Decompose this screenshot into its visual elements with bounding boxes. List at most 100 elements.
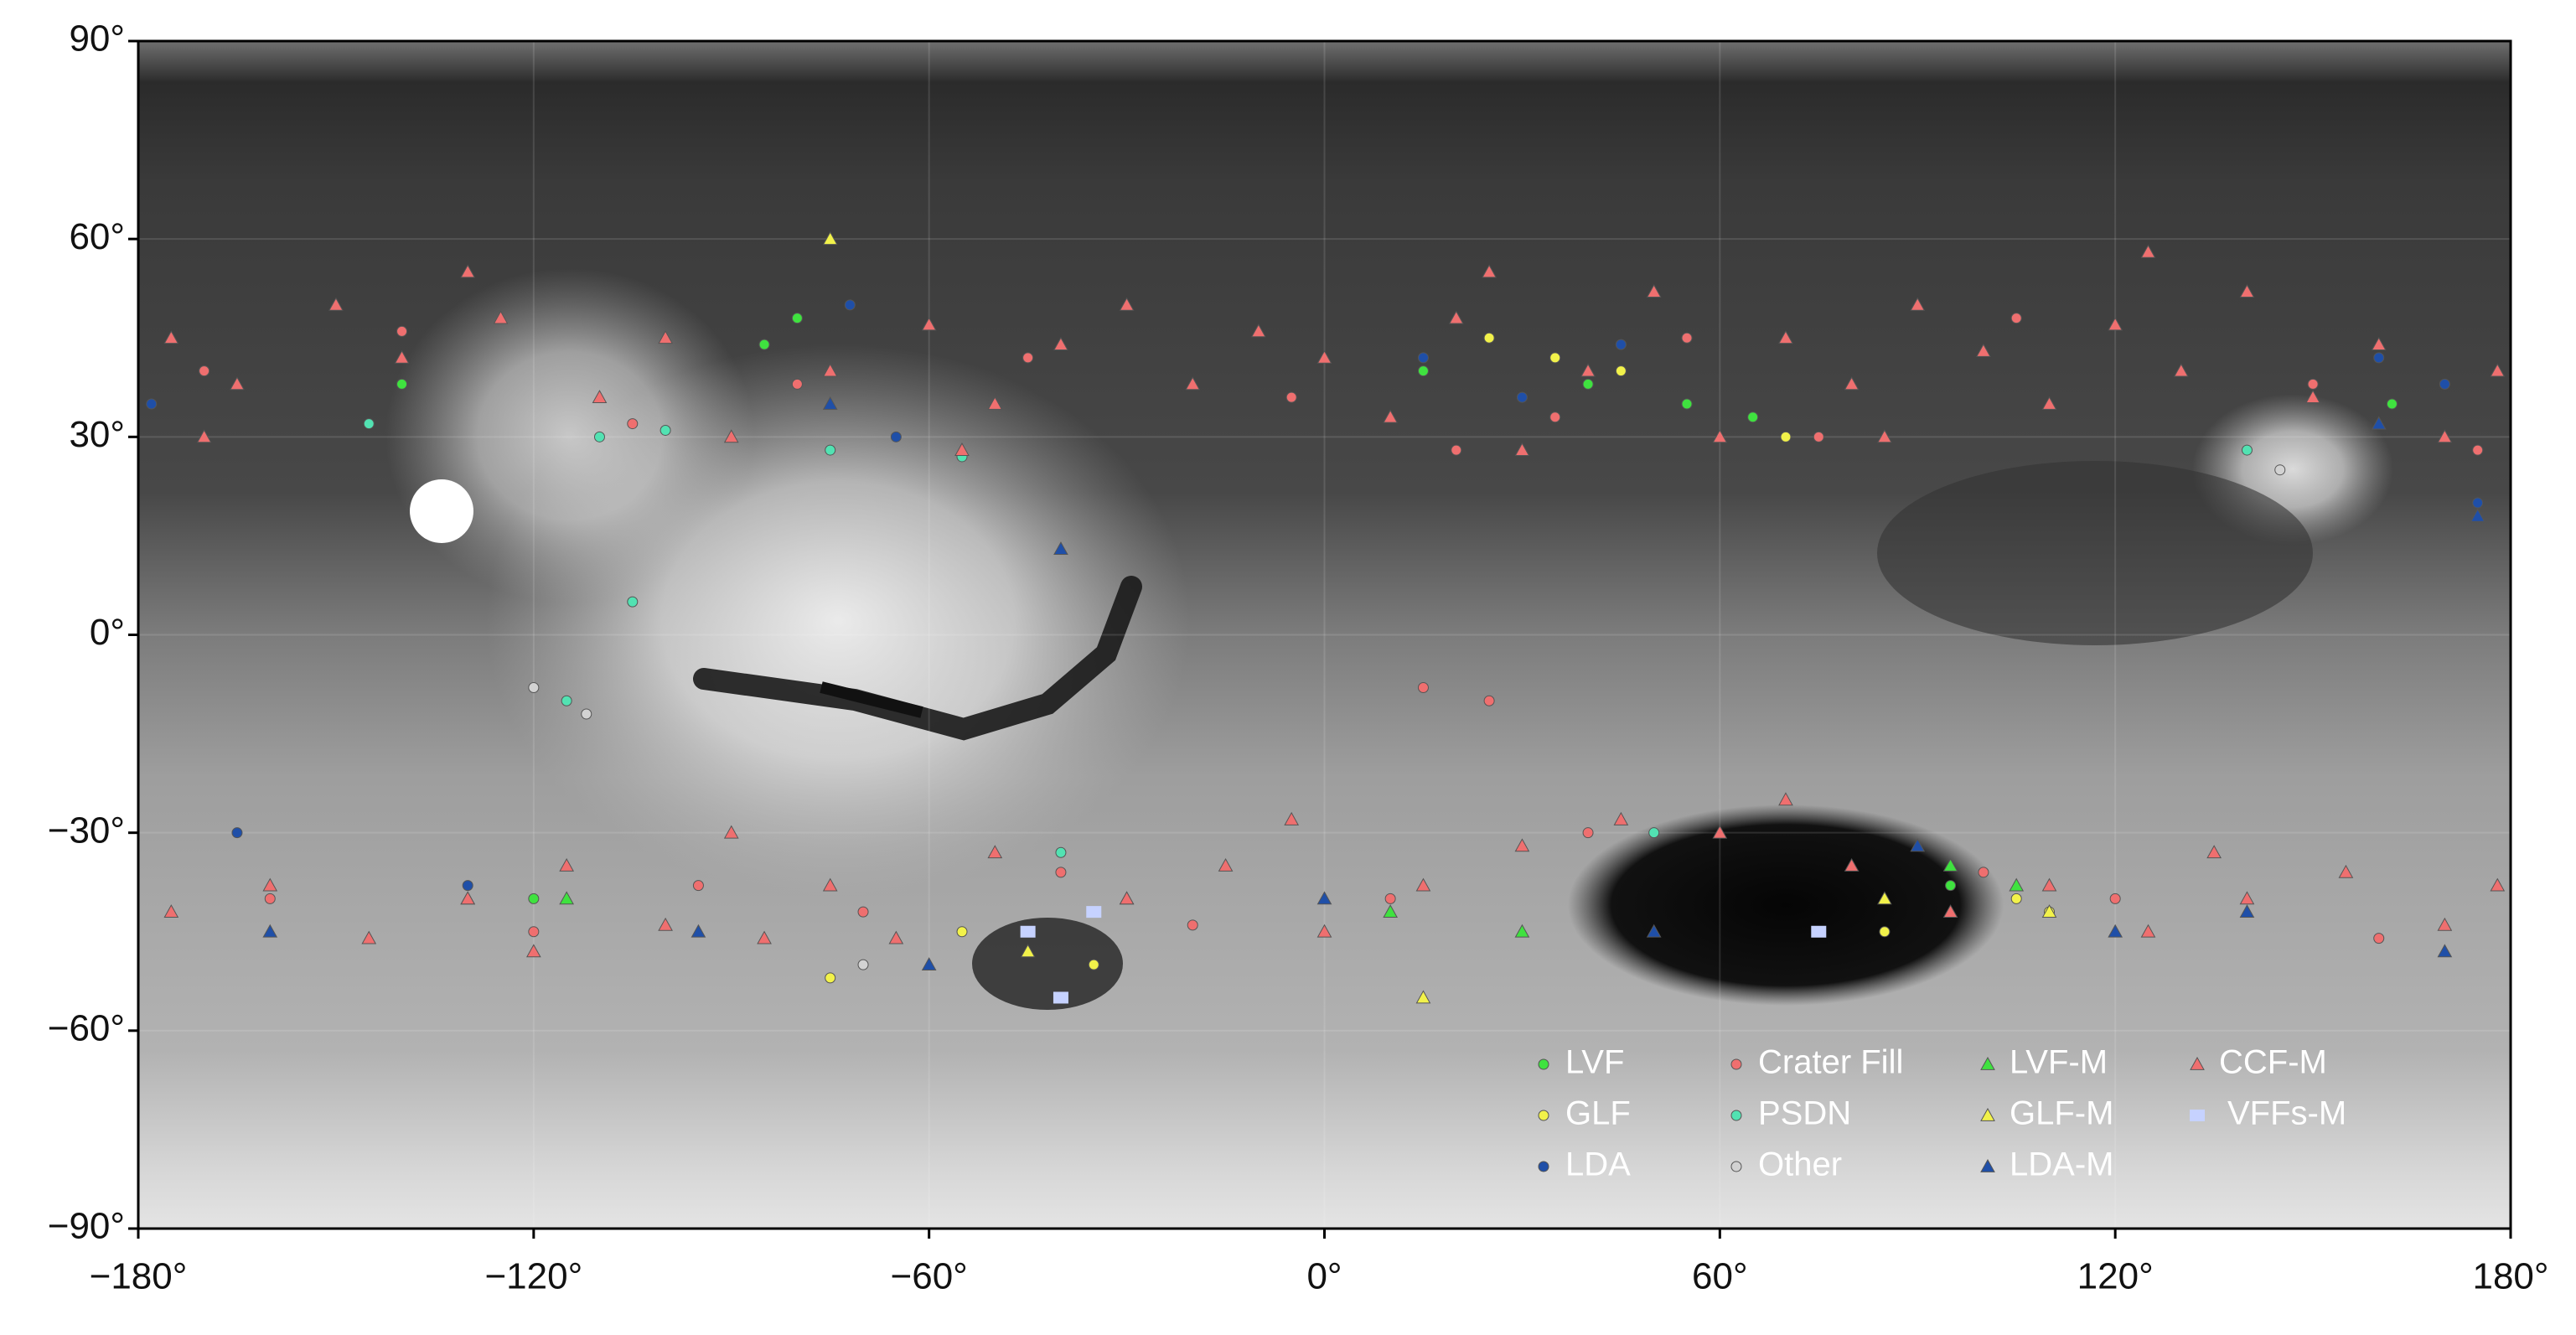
point [1549, 411, 1561, 423]
point [1910, 838, 1926, 852]
point [1681, 332, 1693, 344]
point [1482, 264, 1497, 278]
point [1942, 904, 1958, 918]
point [2338, 864, 2354, 878]
x-tick-label: −60° [891, 1256, 968, 1297]
y-tick-label: −90° [48, 1206, 125, 1247]
point [525, 944, 541, 958]
point [987, 396, 1003, 410]
point [1514, 924, 1530, 938]
point [1844, 376, 1860, 391]
x-tick-label: 180° [2472, 1256, 2548, 1297]
point [1778, 792, 1793, 806]
point [2041, 904, 2057, 918]
point [660, 424, 671, 436]
point [627, 418, 639, 430]
point [163, 904, 179, 918]
point [1020, 925, 1036, 938]
legend-marker [1980, 1107, 1995, 1121]
point [2305, 390, 2320, 403]
legend-marker [1538, 1110, 1549, 1121]
point [723, 825, 739, 839]
point [890, 431, 902, 442]
point [581, 708, 592, 720]
point [2472, 497, 2484, 509]
point [199, 365, 210, 377]
legend-marker [1538, 1161, 1549, 1172]
point [2373, 933, 2385, 944]
point [822, 231, 838, 246]
point [956, 926, 968, 938]
legend: LVF GLF LDA Crater Fill PSDN Other LVF-M GLF-M L… [1538, 1044, 2346, 1183]
legend-label: LDA-M [2010, 1146, 2113, 1183]
point [825, 444, 836, 456]
point [2041, 396, 2057, 410]
point [1055, 846, 1067, 858]
point [363, 418, 375, 430]
point [2241, 444, 2253, 456]
legend-marker [1730, 1161, 1742, 1172]
point [1483, 695, 1495, 706]
point [394, 349, 410, 364]
point [262, 877, 278, 892]
point [1646, 284, 1662, 298]
point [1945, 880, 1957, 892]
x-tick-label: −120° [484, 1256, 582, 1297]
point [658, 917, 673, 931]
y-tick-label: 90° [69, 18, 125, 60]
legend-label: Crater Fill [1758, 1044, 1903, 1081]
point [1877, 429, 1892, 443]
point [825, 972, 836, 984]
point [2239, 891, 2255, 905]
point [1582, 827, 1594, 839]
point [1020, 944, 1036, 958]
point [1942, 857, 1958, 872]
point [2010, 893, 2022, 904]
point [1646, 924, 1662, 938]
point [1514, 838, 1530, 852]
point [1417, 352, 1429, 364]
point [1187, 919, 1198, 931]
point [1813, 431, 1824, 442]
point [528, 681, 540, 693]
axes: −180° −120° −60° 0° 60° 120° 180° 90° 60° 30° 0° −3… [48, 18, 2549, 1297]
point [528, 893, 540, 904]
point [2437, 917, 2453, 931]
point [1811, 925, 1827, 938]
point [1415, 877, 1431, 892]
point [230, 376, 245, 391]
point [1978, 867, 1989, 878]
point [1384, 893, 1396, 904]
x-tick-label: 0° [1306, 1256, 1342, 1297]
point [2470, 508, 2485, 522]
y-tick-label: −30° [48, 810, 125, 851]
point [1516, 391, 1528, 403]
point [561, 695, 572, 706]
point [1218, 857, 1234, 872]
legend-label: Other [1758, 1146, 1842, 1183]
legend-marker [1730, 1058, 1742, 1070]
point [528, 926, 540, 938]
legend-label: PSDN [1758, 1095, 1851, 1132]
point [2371, 416, 2387, 430]
mars-basemap [138, 41, 2511, 1229]
point [1316, 924, 1332, 938]
point [2490, 877, 2506, 892]
point [231, 827, 243, 839]
legend-label: LVF-M [2010, 1044, 2108, 1081]
point [2206, 845, 2222, 859]
point [1185, 376, 1201, 391]
point [2140, 924, 2156, 938]
point [1580, 363, 1596, 377]
point [1648, 827, 1660, 839]
point [559, 891, 575, 905]
point [1088, 959, 1099, 970]
point [1285, 391, 1297, 403]
point [396, 325, 408, 337]
point [1549, 352, 1561, 364]
legend-label: GLF-M [2010, 1095, 2113, 1132]
point [196, 429, 212, 443]
data-points [146, 231, 2506, 1004]
point [1582, 378, 1594, 390]
point [163, 330, 179, 344]
